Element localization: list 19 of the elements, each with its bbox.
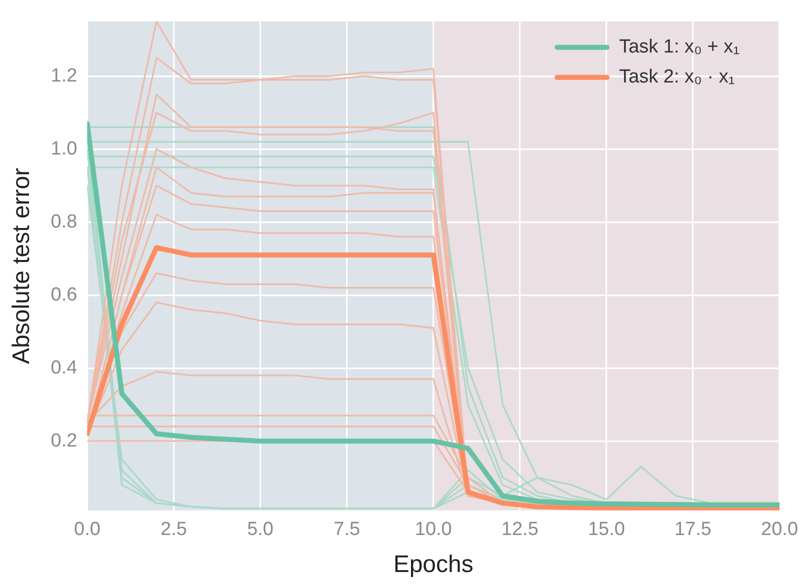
y-tick-label: 1.2 — [50, 65, 78, 86]
x-tick-label: 2.5 — [160, 519, 187, 540]
legend-label: Task 2: x₀ · x₁ — [619, 66, 735, 88]
y-tick-label: 0.6 — [50, 284, 78, 306]
x-tick-label: 7.5 — [334, 519, 360, 540]
x-axis-title: Epochs — [393, 551, 474, 578]
x-tick-label: 12.5 — [501, 519, 538, 540]
y-tick-label: 0.4 — [50, 357, 78, 378]
x-tick-label: 10.0 — [414, 519, 452, 540]
legend-label: Task 1: x₀ + x₁ — [619, 36, 740, 58]
x-tick-label: 0.0 — [74, 519, 100, 540]
y-tick-label: 0.8 — [50, 211, 78, 232]
x-tick-label: 5.0 — [247, 519, 274, 540]
y-tick-label: 1.0 — [50, 138, 78, 160]
y-axis-title: Absolute test error — [8, 168, 36, 364]
x-tick-label: 17.5 — [674, 519, 712, 540]
x-tick-label: 15.0 — [588, 519, 625, 540]
y-tick-label: 0.2 — [50, 430, 78, 452]
x-tick-label: 20.0 — [761, 519, 798, 540]
